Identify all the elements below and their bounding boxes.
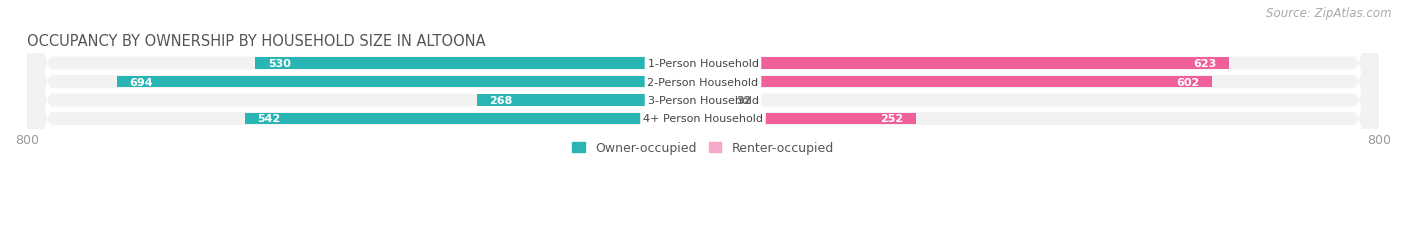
Bar [117,76,703,88]
Bar [703,113,915,125]
FancyBboxPatch shape [27,0,1379,231]
Text: 623: 623 [1194,59,1216,69]
Text: 1-Person Household: 1-Person Household [648,59,758,69]
Text: 4+ Person Household: 4+ Person Household [643,114,763,124]
Text: 268: 268 [489,96,513,106]
Text: Source: ZipAtlas.com: Source: ZipAtlas.com [1267,7,1392,20]
Text: 530: 530 [267,59,291,69]
Text: 252: 252 [880,114,903,124]
Text: 2-Person Household: 2-Person Household [647,77,759,87]
Bar [703,95,730,106]
FancyBboxPatch shape [27,0,1379,231]
Bar [254,58,703,70]
Bar [245,113,703,125]
Legend: Owner-occupied, Renter-occupied: Owner-occupied, Renter-occupied [572,142,834,155]
Bar [703,76,1212,88]
FancyBboxPatch shape [27,0,1379,231]
Bar [477,95,703,106]
Text: OCCUPANCY BY OWNERSHIP BY HOUSEHOLD SIZE IN ALTOONA: OCCUPANCY BY OWNERSHIP BY HOUSEHOLD SIZE… [27,33,485,48]
Text: 694: 694 [129,77,153,87]
Text: 32: 32 [737,96,752,106]
Bar [703,58,1229,70]
Text: 542: 542 [257,114,281,124]
Text: 602: 602 [1175,77,1199,87]
Text: 3-Person Household: 3-Person Household [648,96,758,106]
FancyBboxPatch shape [27,0,1379,231]
